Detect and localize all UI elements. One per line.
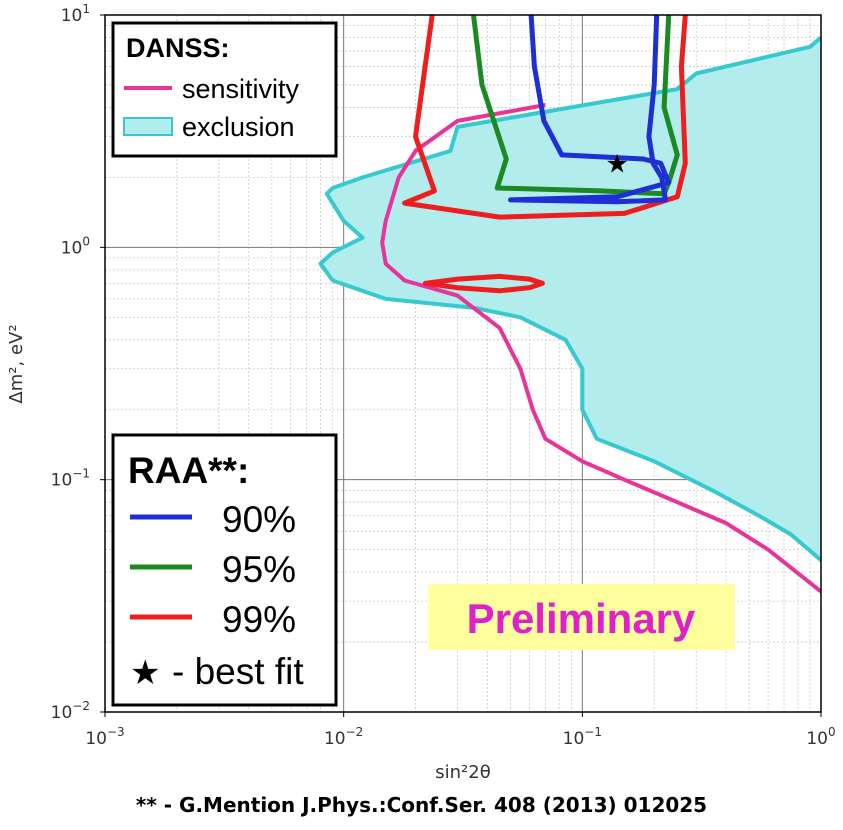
contour-raa99b bbox=[422, 273, 545, 294]
legend-raa-box bbox=[111, 433, 338, 707]
exclusion-line bbox=[318, 35, 821, 562]
plot-area: ★ bbox=[318, 15, 821, 594]
legend-raa-label: 95% bbox=[222, 549, 296, 590]
x-tick-label: 100 bbox=[806, 725, 835, 749]
legend-raa-title: RAA**: bbox=[128, 450, 249, 491]
legend-best-fit-star: ★ bbox=[130, 653, 160, 693]
y-tick-label: 10−1 bbox=[51, 467, 90, 491]
y-tick-label: 101 bbox=[61, 2, 90, 26]
legend-exclusion-swatch bbox=[123, 117, 173, 136]
y-tick-label: 100 bbox=[61, 234, 90, 258]
best-fit-star: ★ bbox=[606, 149, 629, 179]
plot-frame bbox=[104, 14, 822, 713]
preliminary-badge bbox=[428, 584, 735, 650]
exclusion-region bbox=[320, 37, 821, 561]
y-tick-label: 10−2 bbox=[51, 699, 90, 723]
sensitivity-line bbox=[380, 103, 821, 594]
legend-danss-title: DANSS: bbox=[126, 33, 230, 63]
contour-raa99 bbox=[402, 15, 688, 220]
x-tick-label: 10−3 bbox=[85, 725, 124, 749]
legend-raa-label: 90% bbox=[222, 499, 296, 540]
reference-footnote: ** - G.Mention J.Phys.:Conf.Ser. 408 (20… bbox=[135, 793, 708, 817]
legend-raa-label: 99% bbox=[222, 599, 296, 640]
x-axis-label: sin²2θ bbox=[435, 762, 490, 783]
legends: DANSS: sensitivity exclusion RAA**: 90% 95% 99… bbox=[111, 21, 735, 707]
legend-best-fit-label: - best fit bbox=[172, 651, 304, 692]
preliminary-label: Preliminary bbox=[467, 595, 696, 642]
legend-sensitivity-label: sensitivity bbox=[182, 74, 300, 104]
legend-exclusion-label: exclusion bbox=[182, 112, 295, 142]
x-tick-label: 10−1 bbox=[563, 725, 602, 749]
contour-raa90 bbox=[508, 15, 672, 205]
x-tick-label: 10−2 bbox=[324, 725, 363, 749]
y-axis-label: Δm², eV² bbox=[6, 324, 27, 403]
